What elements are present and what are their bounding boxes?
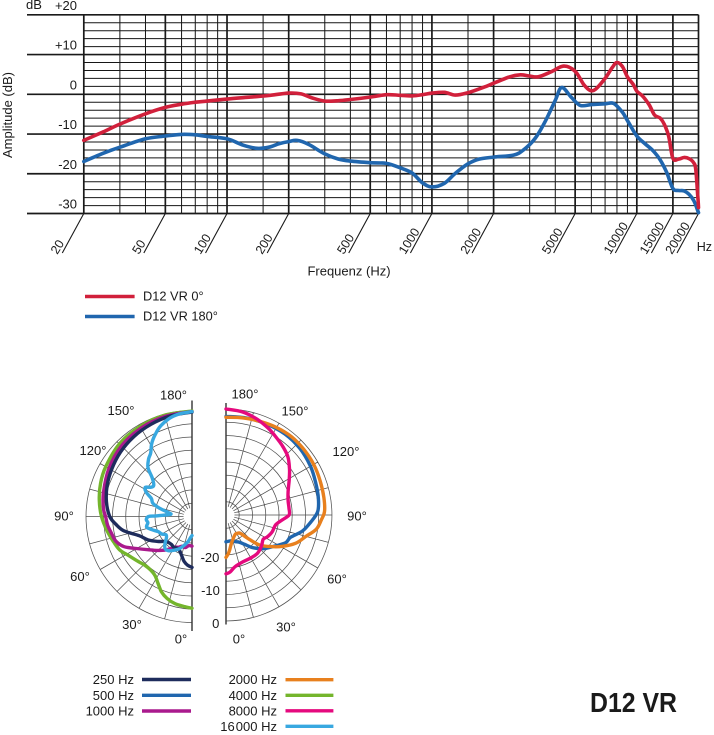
svg-text:4000 Hz: 4000 Hz (229, 688, 277, 703)
svg-text:90°: 90° (347, 509, 367, 524)
svg-text:30°: 30° (122, 617, 142, 632)
svg-text:D12 VR 180°: D12 VR 180° (143, 309, 218, 324)
svg-text:16 000 Hz: 16 000 Hz (220, 719, 277, 734)
svg-text:2000 Hz: 2000 Hz (229, 672, 277, 687)
svg-text:60°: 60° (70, 569, 90, 584)
svg-text:150°: 150° (108, 403, 135, 418)
svg-text:Amplitude (dB): Amplitude (dB) (0, 72, 15, 158)
svg-text:250 Hz: 250 Hz (93, 672, 134, 687)
svg-text:D12 VR: D12 VR (590, 687, 677, 718)
svg-text:120°: 120° (333, 444, 360, 459)
svg-text:500 Hz: 500 Hz (93, 688, 134, 703)
svg-text:20: 20 (48, 237, 67, 256)
svg-text:180°: 180° (160, 387, 187, 402)
svg-text:0: 0 (70, 77, 77, 92)
svg-text:-20: -20 (201, 550, 220, 565)
svg-text:+10: +10 (55, 38, 77, 53)
svg-text:-10: -10 (201, 583, 220, 598)
svg-text:Frequenz (Hz): Frequenz (Hz) (307, 264, 390, 279)
svg-text:180°: 180° (232, 387, 259, 402)
svg-text:Hz: Hz (697, 240, 712, 254)
svg-text:0°: 0° (175, 632, 187, 647)
svg-text:90°: 90° (54, 509, 74, 524)
svg-text:-30: -30 (58, 197, 77, 212)
svg-text:60°: 60° (327, 572, 347, 587)
svg-text:8000 Hz: 8000 Hz (229, 703, 277, 718)
svg-text:0°: 0° (233, 632, 245, 647)
svg-text:dB: dB (26, 0, 42, 12)
svg-text:150°: 150° (282, 404, 309, 419)
svg-text:0: 0 (212, 616, 219, 631)
svg-text:1000 Hz: 1000 Hz (86, 704, 134, 719)
svg-text:D12 VR 0°: D12 VR 0° (143, 289, 204, 304)
svg-text:30°: 30° (276, 620, 296, 635)
svg-text:-20: -20 (58, 157, 77, 172)
svg-text:-10: -10 (58, 117, 77, 132)
svg-text:120°: 120° (80, 443, 107, 458)
svg-text:+20: +20 (55, 0, 77, 13)
svg-text:50: 50 (129, 237, 148, 256)
